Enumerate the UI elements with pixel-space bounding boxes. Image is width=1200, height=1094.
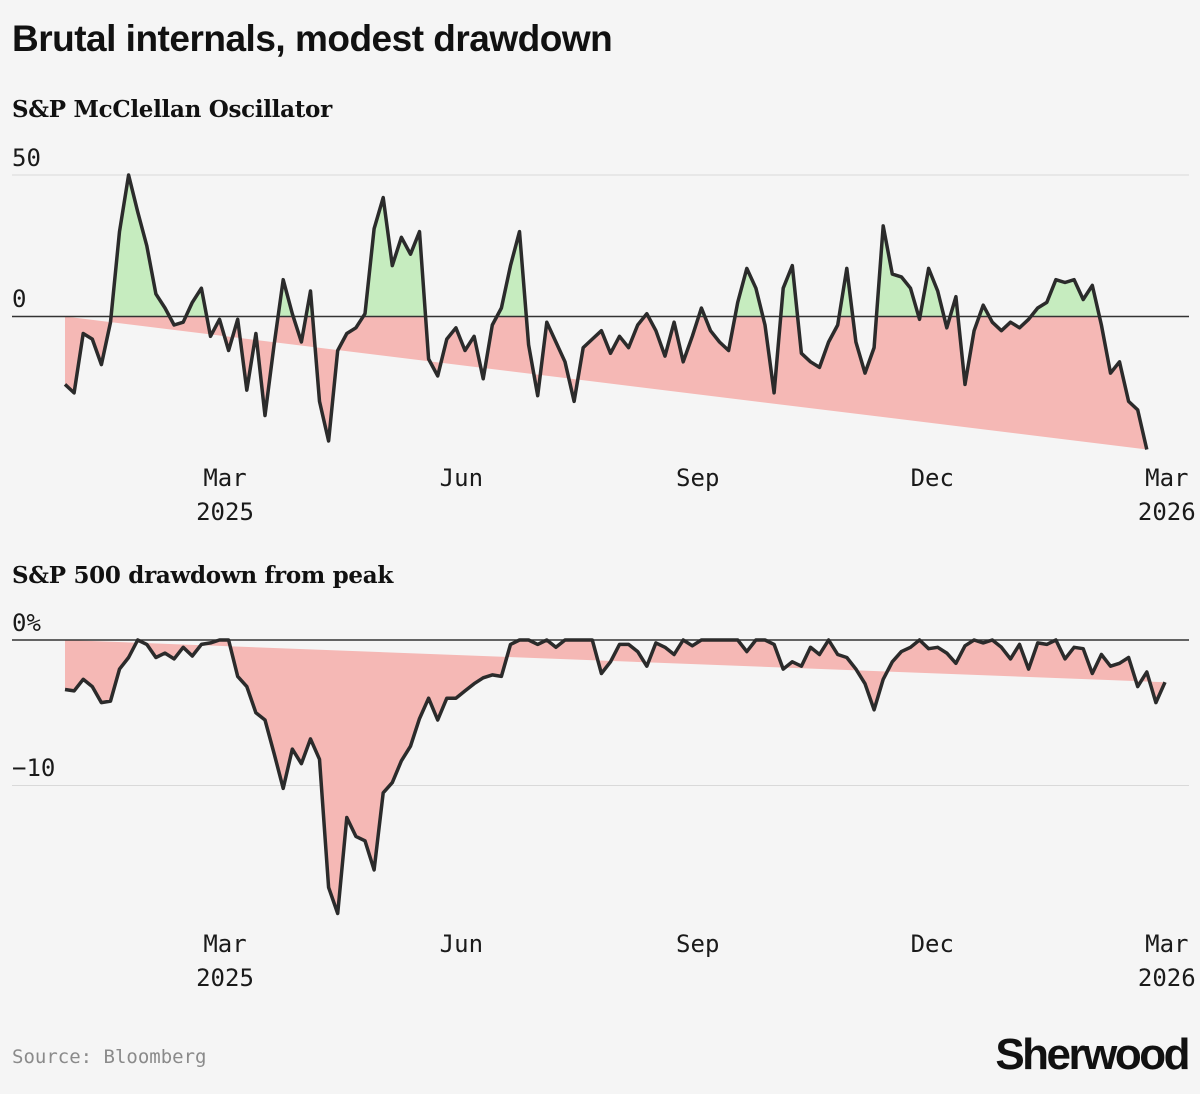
oscillator-xtick-month: Dec	[911, 464, 954, 492]
oscillator-xtick-month: Jun	[440, 464, 483, 492]
drawdown-xtick-month: Mar	[1145, 930, 1188, 958]
drawdown-plot-area	[12, 638, 1189, 916]
oscillator-xtick-month: Sep	[676, 464, 719, 492]
negative-area	[65, 316, 1147, 450]
drawdown-xtick-year: 2025	[196, 964, 254, 992]
oscillator-subtitle: S&P McClellan Oscillator	[12, 96, 332, 123]
oscillator-xtick-month: Mar	[1145, 464, 1188, 492]
oscillator-xtick-year: 2026	[1138, 498, 1196, 526]
negative-area	[65, 640, 1165, 914]
drawdown-xtick-month: Jun	[440, 930, 483, 958]
oscillator-ytick-50: 50	[12, 144, 41, 172]
drawdown-ytick-minus10: −10	[12, 754, 55, 782]
sherwood-logo: Sherwood	[995, 1030, 1190, 1079]
oscillator-xtick-year: 2025	[196, 498, 254, 526]
drawdown-ytick-0: 0%	[12, 609, 41, 637]
drawdown-xtick-month: Mar	[203, 930, 246, 958]
oscillator-x-axis: Mar 2025 Jun Sep Dec Mar 2026	[196, 464, 1196, 526]
oscillator-ytick-0: 0	[12, 285, 26, 313]
series-line	[64, 638, 1167, 916]
drawdown-chart: 0% −10 Mar 2025 Jun Sep Dec Mar 2026	[12, 609, 1196, 992]
series-line	[63, 173, 1149, 450]
oscillator-xtick-month: Mar	[203, 464, 246, 492]
oscillator-plot-area	[12, 173, 1189, 450]
chart-title: Brutal internals, modest drawdown	[12, 18, 613, 59]
source-note: Source: Bloomberg	[12, 1046, 207, 1068]
oscillator-chart: 50 0 Mar 2025 Jun Sep Dec Mar 2026	[12, 144, 1196, 526]
drawdown-xtick-year: 2026	[1138, 964, 1196, 992]
drawdown-xtick-month: Dec	[911, 930, 954, 958]
drawdown-x-axis: Mar 2025 Jun Sep Dec Mar 2026	[196, 930, 1196, 992]
drawdown-subtitle: S&P 500 drawdown from peak	[12, 562, 393, 589]
drawdown-xtick-month: Sep	[676, 930, 719, 958]
